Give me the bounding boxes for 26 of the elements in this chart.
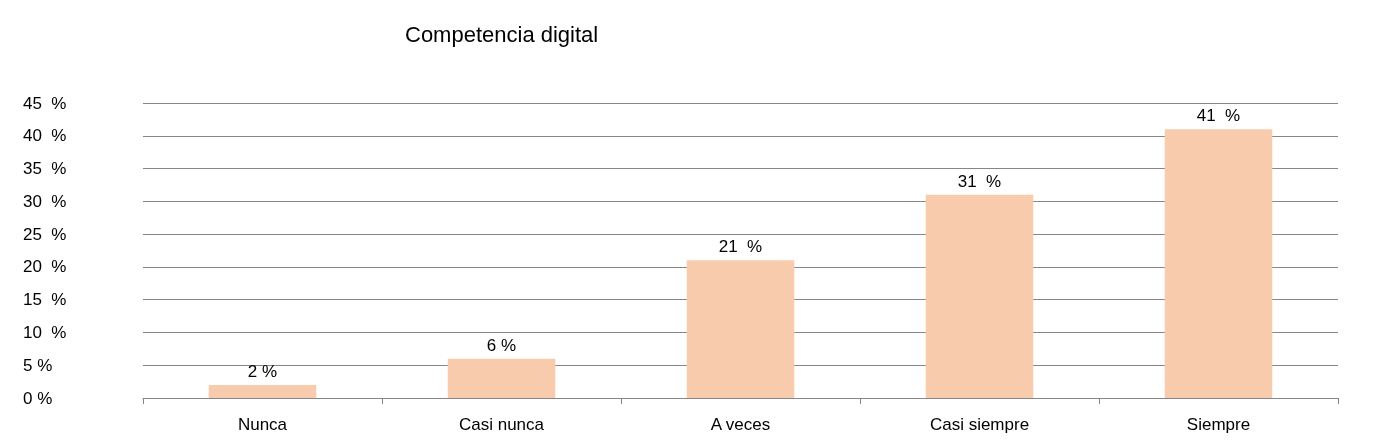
y-tick-label: 20 %	[23, 257, 67, 277]
bar	[1164, 129, 1273, 398]
bar	[208, 384, 317, 398]
data-label: 31 %	[957, 171, 1002, 191]
bar	[447, 358, 556, 398]
x-tick-label: Nunca	[237, 415, 288, 434]
y-tick-label: 5 %	[23, 355, 53, 375]
y-tick-label: 10 %	[23, 322, 67, 342]
y-tick-label: 30 %	[23, 191, 67, 211]
bar	[686, 260, 795, 398]
data-label: 21 %	[718, 237, 763, 257]
y-tick-label: 0 %	[23, 388, 53, 408]
bar	[925, 194, 1034, 398]
y-tick-label: 35 %	[23, 159, 67, 179]
x-tick-label: Siempre	[1186, 415, 1251, 434]
x-tick-label: Casi siempre	[929, 415, 1030, 434]
chart-title: Competencia digital	[405, 21, 599, 47]
x-tick-label: A veces	[710, 415, 771, 434]
y-tick-label: 45 %	[23, 93, 67, 113]
x-tick-label: Casi nunca	[458, 415, 545, 434]
data-label: 41 %	[1196, 106, 1241, 126]
data-label: 6 %	[486, 335, 517, 355]
data-label: 2 %	[247, 361, 278, 381]
y-tick-label: 15 %	[23, 290, 67, 310]
y-tick-label: 25 %	[23, 224, 67, 244]
y-tick-label: 40 %	[23, 126, 67, 146]
